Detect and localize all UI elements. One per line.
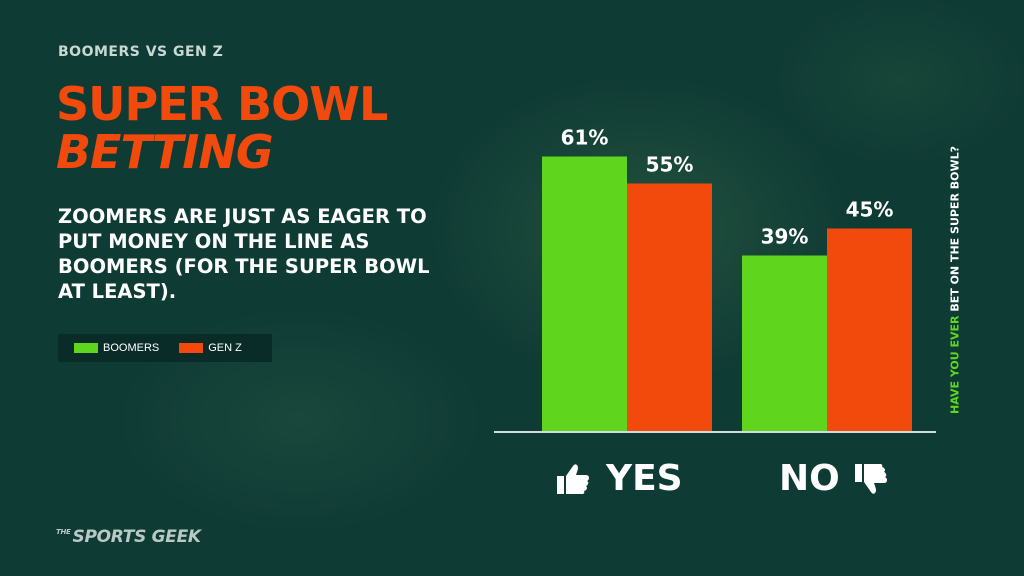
brand-prefix: THE xyxy=(56,528,71,536)
legend-label-genz: GEN Z xyxy=(208,342,242,354)
data-label-gen-z-no: 45% xyxy=(846,198,894,222)
legend-label-boomers: BOOMERS xyxy=(103,342,160,354)
bar-gen-z-no xyxy=(827,228,912,431)
kicker-text: BOOMERS VS GEN Z xyxy=(58,44,224,60)
thumbs-down-icon xyxy=(854,463,887,494)
title-line-1: SUPER BOWL xyxy=(56,77,388,131)
category-label-no: NO xyxy=(779,458,888,499)
category-text-no: NO xyxy=(779,458,840,499)
side-label-rest: BET ON THE SUPER BOWL? xyxy=(948,145,962,316)
bar-boomers-no xyxy=(742,255,827,431)
side-question-label: HAVE YOU EVER BET ON THE SUPER BOWL? xyxy=(949,146,962,414)
legend-item-boomers: BOOMERS xyxy=(74,342,159,354)
bar-gen-z-yes xyxy=(627,183,712,431)
data-label-boomers-yes: 61% xyxy=(561,126,609,150)
data-label-boomers-no: 39% xyxy=(761,225,809,249)
subtitle-text: ZOOMERS ARE JUST AS EAGER TO PUT MONEY O… xyxy=(58,205,430,303)
legend-swatch-genz xyxy=(179,343,204,353)
category-text-yes: YES xyxy=(606,458,683,499)
category-label-yes: YES xyxy=(556,458,683,499)
side-label-highlight: HAVE YOU EVER xyxy=(948,315,962,415)
thumbs-up-icon xyxy=(557,463,589,494)
page-title: SUPER BOWL BETTING xyxy=(56,77,388,179)
legend-item-genz: GEN Z xyxy=(179,342,242,354)
bar-group: 61% 55% 39% 45% xyxy=(542,126,912,431)
chart-legend: BOOMERS GEN Z xyxy=(58,334,272,362)
title-line-2: BETTING xyxy=(56,125,274,179)
brand-name: SPORTS GEEK xyxy=(72,527,202,547)
data-label-gen-z-yes: 55% xyxy=(646,153,694,177)
bar-boomers-yes xyxy=(542,156,627,431)
legend-swatch-boomers xyxy=(74,343,98,353)
brand-logo: THE SPORTS GEEK xyxy=(56,527,201,547)
